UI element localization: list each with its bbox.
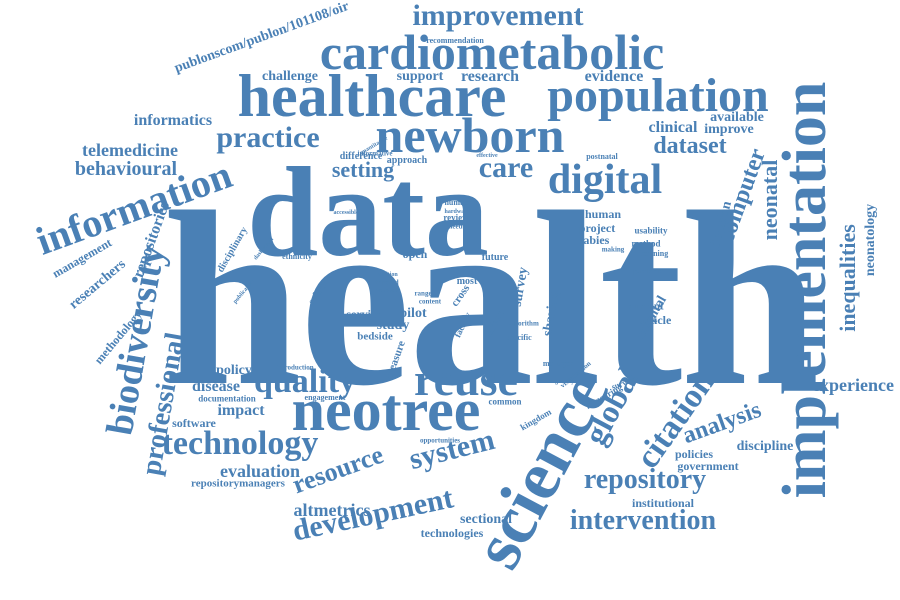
cloud-word: research: [461, 69, 519, 85]
cloud-word: current: [628, 302, 663, 313]
cloud-word: usability: [634, 227, 667, 236]
cloud-word: informative: [358, 151, 393, 158]
cloud-word: intervention: [570, 507, 716, 535]
cloud-word: support: [397, 70, 444, 84]
cloud-word: needed: [449, 224, 470, 231]
cloud-word: technologies: [421, 527, 484, 539]
cloud-word: content: [419, 299, 441, 306]
cloud-word: discipline: [737, 440, 794, 454]
cloud-word: cost: [455, 267, 470, 276]
cloud-word: evidence: [585, 69, 644, 85]
cloud-word: method: [632, 240, 661, 249]
cloud-word: policy: [216, 364, 252, 378]
cloud-word: impact: [217, 403, 264, 419]
cloud-word: institutional: [632, 497, 694, 509]
cloud-word: setting: [332, 159, 394, 181]
cloud-word: number: [444, 199, 471, 207]
cloud-word: material: [376, 288, 398, 294]
cloud-word: repositorymanagers: [191, 479, 285, 490]
cloud-word: addition: [376, 272, 397, 278]
cloud-word: challenge: [262, 70, 318, 84]
cloud-word: clinical: [649, 120, 698, 136]
cloud-word: altmetrics: [294, 501, 371, 519]
cloud-word: software: [172, 417, 216, 429]
cloud-word: behavioural: [75, 159, 177, 179]
cloud-word: policies: [675, 448, 713, 460]
cloud-word: experience: [812, 376, 894, 394]
cloud-word: fettered: [375, 280, 398, 287]
cloud-word: pandemic: [633, 269, 662, 276]
cloud-word: introduction: [276, 365, 313, 372]
cloud-word: implementation: [774, 82, 836, 499]
cloud-word: effective: [476, 153, 497, 159]
cloud-word: documentation: [198, 395, 256, 404]
cloud-word: article: [639, 314, 672, 326]
cloud-word: most: [457, 277, 478, 287]
cloud-word: making: [602, 247, 625, 254]
cloud-word: recommendation: [426, 37, 484, 45]
cloud-word: manager: [543, 360, 573, 368]
cloud-word: human: [585, 208, 621, 220]
cloud-word: technology: [162, 427, 319, 461]
cloud-word: opportunities: [420, 438, 460, 445]
cloud-word: postnatal: [586, 153, 618, 161]
cloud-word: open: [403, 248, 428, 260]
cloud-word: government: [677, 460, 738, 472]
cloud-word: common: [489, 398, 522, 407]
cloud-word: bedside: [357, 332, 392, 343]
cloud-word: available: [710, 111, 764, 125]
cloud-word: informatics: [134, 113, 212, 129]
cloud-word: approach: [387, 156, 427, 166]
cloud-word: service: [346, 308, 381, 320]
cloud-word: babies: [577, 234, 610, 246]
cloud-word: accessible: [334, 210, 359, 216]
cloud-word: dataset: [653, 134, 726, 158]
cloud-word: neonatology: [864, 204, 878, 276]
cloud-word: sectional: [460, 513, 512, 527]
cloud-word: improvement: [412, 1, 583, 31]
cloud-word: algorithm: [509, 321, 539, 328]
cloud-word: inequalities: [837, 224, 859, 332]
cloud-word: hardware: [445, 209, 470, 215]
cloud-word: telemedicine: [82, 141, 178, 159]
cloud-word: neonatal: [759, 160, 781, 241]
cloud-word: digital: [548, 159, 662, 201]
cloud-word: practice: [216, 123, 319, 153]
cloud-word: learning: [640, 250, 668, 258]
cloud-word: range: [414, 291, 431, 298]
cloud-word: future: [482, 253, 508, 263]
cloud-word: engagement: [305, 394, 346, 402]
cloud-word: ethnicity: [282, 253, 312, 261]
cloud-word: specific: [506, 334, 531, 342]
cloud-word: improve: [704, 123, 754, 137]
